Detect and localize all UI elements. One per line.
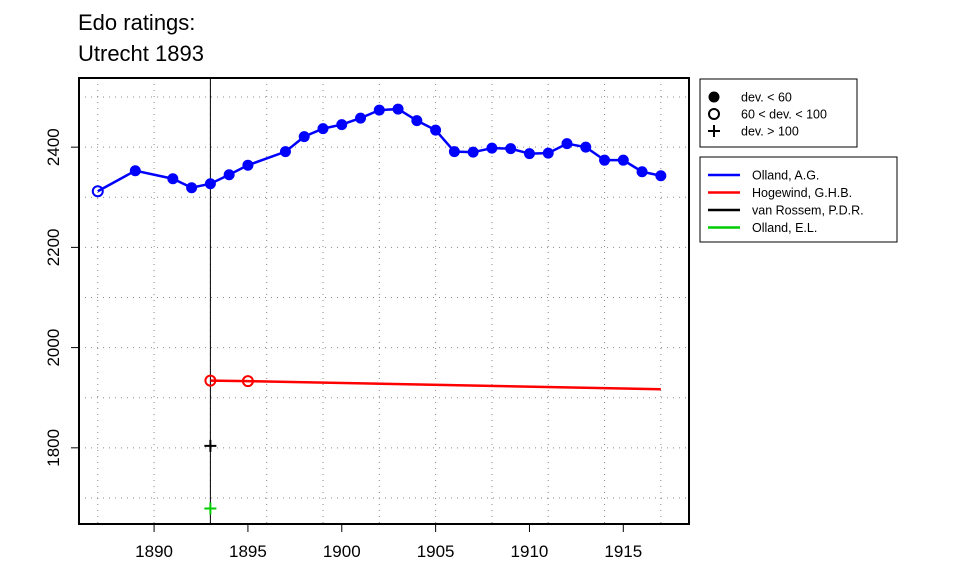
data-point: [373, 104, 385, 116]
plot-frame: [78, 77, 690, 525]
data-point: [241, 375, 254, 388]
legend-label: Hogewind, G.H.B.: [752, 186, 852, 200]
data-point: [486, 142, 498, 154]
data-point: [204, 178, 216, 190]
data-point: [204, 374, 217, 387]
data-point: [204, 502, 217, 515]
data-point: [186, 182, 198, 194]
y-tick-label: 1800: [44, 429, 63, 467]
legend-label: dev. < 60: [741, 91, 792, 105]
legend-label: dev. > 100: [741, 125, 799, 139]
data-point: [242, 159, 254, 171]
grid: [79, 78, 689, 524]
legend-symbol: [708, 91, 720, 103]
chart-title-line-2: Utrecht 1893: [78, 41, 204, 66]
data-point: [636, 166, 648, 178]
x-tick-label: 1900: [323, 542, 361, 561]
data-point: [129, 165, 141, 177]
data-point: [204, 439, 217, 452]
data-point: [655, 170, 667, 182]
data-point: [542, 147, 554, 159]
axes: 1890 1895 1900 1905 1910 1915 1800 2000 2200 2400: [44, 128, 642, 561]
data-point: [561, 138, 573, 150]
data-point: [298, 131, 310, 143]
data-point: [279, 146, 291, 158]
data-point: [580, 141, 592, 153]
marker-legend: dev. < 60 60 < dev. < 100 dev. > 100: [699, 78, 858, 148]
marker-legend-box: [699, 78, 858, 148]
data-point: [467, 146, 479, 158]
series-legend: Olland, A.G. Hogewind, G.H.B. van Rossem, …: [699, 156, 898, 243]
data-point: [448, 146, 460, 158]
series-2: [204, 374, 661, 391]
series-3: [204, 439, 217, 452]
legend-symbol: [708, 125, 720, 137]
data-point: [317, 123, 329, 135]
data-point: [392, 103, 404, 115]
x-tick-label: 1890: [135, 542, 173, 561]
data-point: [223, 169, 235, 181]
data-point: [505, 143, 517, 155]
legend-symbol: [708, 108, 720, 120]
legend-label: van Rossem, P.D.R.: [752, 204, 864, 218]
data-point: [167, 173, 179, 185]
x-tick-label: 1905: [417, 542, 455, 561]
data-point: [411, 115, 423, 127]
x-tick-label: 1910: [511, 542, 549, 561]
series-line: [210, 379, 661, 391]
y-tick-label: 2000: [44, 329, 63, 367]
series-line: [97, 107, 662, 193]
legend-label: Olland, E.L.: [752, 221, 817, 235]
data-point: [336, 119, 348, 131]
legend-label: Olland, A.G.: [752, 169, 819, 183]
chart-title-line-1: Edo ratings:: [78, 10, 195, 35]
y-tick-label: 2400: [44, 128, 63, 166]
series-layer: [91, 78, 667, 524]
data-point: [91, 185, 104, 198]
data-point: [355, 112, 367, 124]
data-point: [430, 124, 442, 136]
series-4: [204, 502, 217, 515]
legend-label: 60 < dev. < 100: [741, 108, 827, 122]
y-tick-label: 2200: [44, 228, 63, 266]
x-tick-label: 1915: [604, 542, 642, 561]
series-1: [91, 103, 667, 198]
data-point: [523, 148, 535, 160]
data-point: [599, 154, 611, 166]
x-tick-label: 1895: [229, 542, 267, 561]
data-point: [617, 154, 629, 166]
